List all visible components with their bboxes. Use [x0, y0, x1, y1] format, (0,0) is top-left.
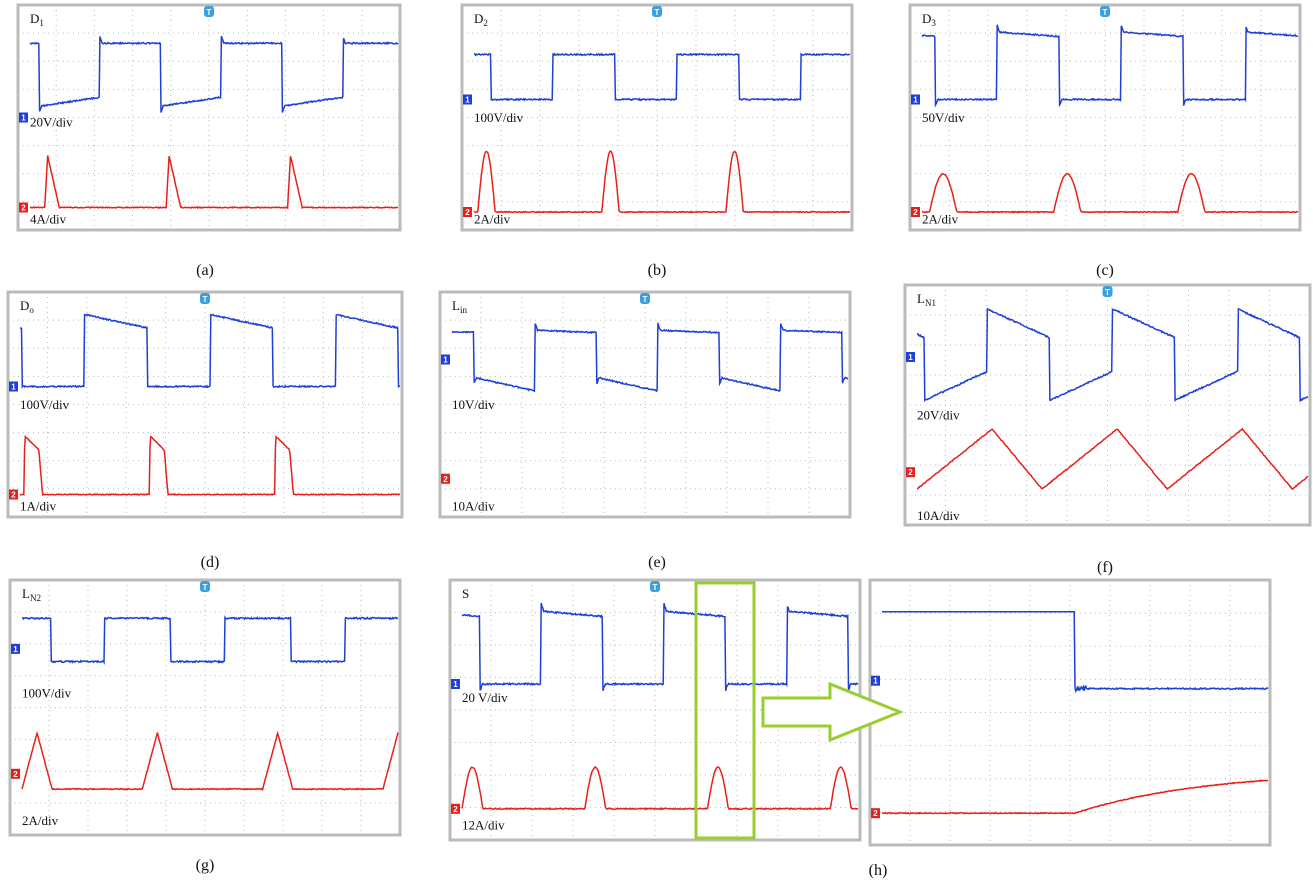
trigger-label: T	[643, 295, 648, 304]
title-main: S	[462, 586, 469, 601]
caption: (b)	[648, 262, 667, 279]
ch2-scale: 12A/div	[462, 818, 505, 833]
channel-label: 2	[913, 208, 918, 217]
trigger-label: T	[1105, 288, 1110, 297]
title-sub: 1	[39, 18, 44, 28]
ch1-scale: 100V/div	[20, 397, 70, 412]
ch1-scale: 20V/div	[917, 407, 960, 422]
channel-label: 2	[465, 208, 470, 217]
title-sub: 2	[483, 18, 488, 28]
ch2-scale: 10A/div	[452, 498, 495, 513]
caption: (e)	[648, 554, 666, 571]
channel-label: 1	[13, 645, 18, 654]
trigger-label: T	[203, 295, 208, 304]
page: 12TD120V/div4A/div(a)12TD2100V/div2A/div…	[0, 0, 1313, 890]
trigger-label: T	[1103, 8, 1108, 17]
figure: 12TD120V/div4A/div(a)12TD2100V/div2A/div…	[0, 0, 1313, 885]
channel-label: 2	[873, 809, 878, 818]
channel-label: 1	[443, 356, 448, 365]
ch1-scale: 10V/div	[452, 397, 495, 412]
caption: (c)	[1096, 262, 1114, 279]
title-sub: in	[460, 305, 468, 315]
ch1-scale: 100V/div	[474, 110, 524, 125]
ch1-scale: 20V/div	[30, 115, 73, 130]
channel-label: 1	[453, 680, 458, 689]
title-main: D	[20, 298, 29, 313]
ch1-scale: 100V/div	[22, 685, 72, 700]
scope-panel: 1 2 T LN2 100V/div 2A/div	[10, 580, 400, 835]
title-main: D	[922, 11, 931, 26]
panel-title: S	[462, 586, 469, 601]
caption: (g)	[196, 857, 215, 874]
channel-label: 2	[908, 468, 913, 477]
ch2-scale: 2A/div	[922, 211, 959, 226]
title-main: D	[474, 11, 483, 26]
channel-label: 2	[453, 805, 458, 814]
title-main: L	[917, 291, 925, 306]
scope-panel: 12	[870, 580, 1270, 845]
scope-panel: 12TD2100V/div2A/div	[462, 5, 852, 230]
title-sub: N1	[925, 298, 936, 308]
scope-panel: 1 2 T Do 100V/div 1A/div	[8, 292, 402, 517]
channel-label: 1	[908, 353, 913, 362]
caption: (d)	[201, 554, 220, 571]
caption: (h)	[869, 862, 888, 879]
ch2-scale: 2A/div	[474, 211, 511, 226]
ch2-scale: 1A/div	[20, 498, 57, 513]
channel-label: 2	[11, 491, 16, 500]
channel-label: 1	[21, 114, 26, 123]
title-main: L	[22, 586, 30, 601]
scope-panel: 12TD120V/div4A/div	[18, 5, 400, 230]
title-sub: o	[29, 305, 34, 315]
channel-label: 2	[13, 770, 18, 779]
channel-label: 1	[11, 383, 16, 392]
ch2-scale: 2A/div	[22, 813, 59, 828]
scope-panel: 1 2 T Lin 10V/div 10A/div	[440, 292, 850, 517]
ch2-scale: 4A/div	[30, 211, 67, 226]
ch2-scale: 10A/div	[917, 508, 960, 523]
trigger-label: T	[203, 583, 208, 592]
trigger-label: T	[655, 8, 660, 17]
caption: (f)	[1097, 559, 1113, 576]
channel-label: 2	[443, 475, 448, 484]
title-sub: N2	[30, 593, 41, 603]
trigger-label: T	[653, 583, 658, 592]
ch1-scale: 50V/div	[922, 110, 965, 125]
caption: (a)	[196, 262, 214, 279]
channel-label: 2	[21, 204, 26, 213]
trigger-label: T	[207, 8, 212, 17]
ch1-scale: 20 V/div	[462, 690, 508, 705]
channel-label: 1	[873, 677, 878, 686]
title-main: D	[30, 11, 39, 26]
scope-panel: 1 2 T D3 50V/div 2A/div	[910, 5, 1300, 230]
title-sub: 3	[931, 18, 936, 28]
title-main: L	[452, 298, 460, 313]
scope-panel: 1 2 T LN1 20V/div 10A/div	[905, 285, 1310, 525]
channel-label: 1	[465, 96, 470, 105]
channel-label: 1	[913, 96, 918, 105]
